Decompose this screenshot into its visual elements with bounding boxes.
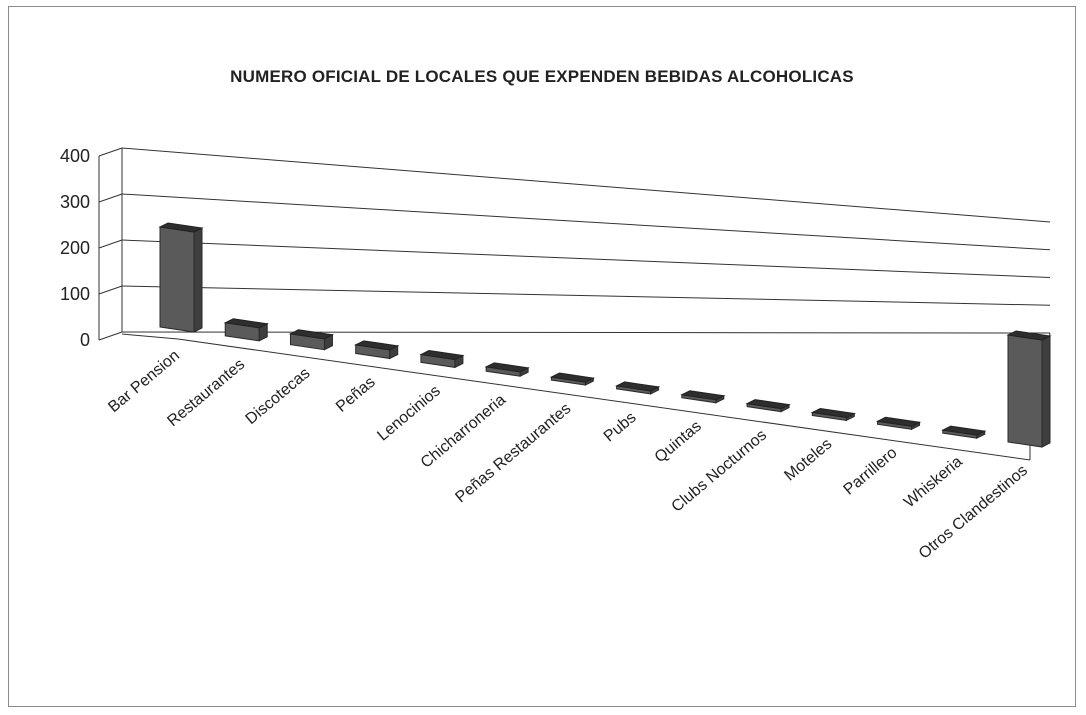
bar-5 <box>484 362 530 378</box>
x-tick-label: Whiskeria <box>901 453 966 511</box>
bar-top <box>614 381 661 392</box>
bar-top <box>941 425 987 436</box>
x-tick-label: Parrillero <box>841 444 901 498</box>
bar-front <box>1007 334 1043 448</box>
y-tick-label: 200 <box>60 238 90 258</box>
bar-top <box>288 329 335 340</box>
gridline <box>121 147 1051 223</box>
bar-0 <box>158 222 204 333</box>
bar-top <box>549 372 596 383</box>
bar-2 <box>288 329 335 351</box>
bar-9 <box>745 399 791 413</box>
left-gridline <box>98 331 123 341</box>
chart-title: NUMERO OFICIAL DE LOCALES QUE EXPENDEN B… <box>230 67 854 86</box>
x-tick-label: Moteles <box>781 436 835 485</box>
x-tick-label: Peñas <box>333 374 379 416</box>
y-tick-label: 300 <box>60 192 90 212</box>
bar-top <box>1006 330 1052 341</box>
bar-top <box>223 318 269 329</box>
y-tick-label: 400 <box>60 146 90 166</box>
left-gridline <box>98 239 123 249</box>
bar-side <box>193 227 203 333</box>
bar-top <box>484 362 530 373</box>
bar-8 <box>680 390 726 404</box>
x-tick-label: Restaurantes <box>164 356 248 430</box>
floor-front-edge <box>177 338 1031 461</box>
bar-top <box>354 340 400 351</box>
y-tick-label: 100 <box>60 284 90 304</box>
left-gridline <box>98 147 123 157</box>
gridline <box>121 193 1051 251</box>
y-axis-ticks: 0 100 200 300 400 <box>60 146 90 350</box>
bar-6 <box>549 372 596 386</box>
bar-3 <box>354 340 400 360</box>
bar-top <box>810 407 856 418</box>
bar-4 <box>419 350 465 369</box>
x-tick-label: Lenocinios <box>374 382 444 444</box>
bar-10 <box>810 407 856 422</box>
gridline <box>121 331 1051 334</box>
chart-frame: NUMERO OFICIAL DE LOCALES QUE EXPENDEN B… <box>8 6 1076 707</box>
y-tick-label: 0 <box>80 330 90 350</box>
bar-7 <box>614 381 661 395</box>
bar-side <box>1041 335 1051 448</box>
x-tick-label: Pubs <box>601 409 640 445</box>
bar-13 <box>1006 330 1052 448</box>
bar-front <box>159 226 195 333</box>
left-gridline <box>98 193 123 203</box>
bar-top <box>680 390 726 401</box>
gridline <box>121 239 1051 278</box>
gridline <box>121 285 1051 306</box>
x-tick-label: Discotecas <box>243 365 314 428</box>
bar-top <box>419 350 465 361</box>
bars <box>158 222 1052 448</box>
bar-12 <box>941 425 987 439</box>
x-tick-label: Bar Pension <box>105 347 183 416</box>
bar-top <box>875 416 922 427</box>
bar-top <box>745 399 791 410</box>
left-gridline <box>98 285 123 295</box>
floor-left-edge <box>121 333 179 340</box>
gridlines <box>98 147 1051 461</box>
x-tick-label: Quintas <box>652 418 705 466</box>
bar-1 <box>223 318 269 342</box>
bar-11 <box>875 416 922 431</box>
bar-top <box>158 222 204 233</box>
